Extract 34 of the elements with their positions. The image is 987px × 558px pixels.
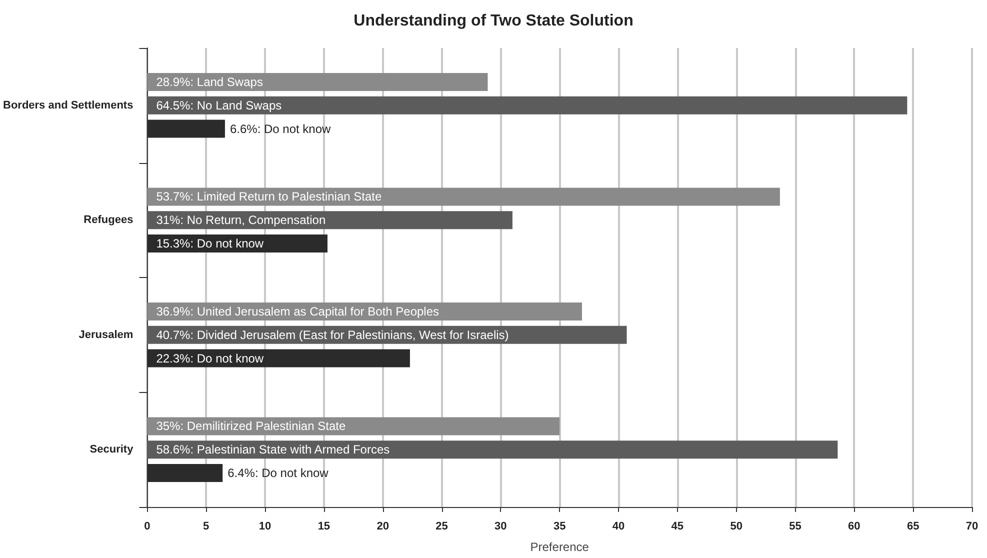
x-tick-label: 50 [730,520,742,532]
x-tick-label: 25 [436,520,448,532]
chart-title: Understanding of Two State Solution [354,12,634,30]
x-tick-label: 45 [671,520,684,532]
x-tick-label: 70 [966,520,978,532]
data-label: 36.9%: United Jerusalem as Capital for Both Peoples [156,304,440,318]
data-label: 6.6%: Do not know [230,122,332,136]
data-label: 15.3%: Do not know [156,236,264,251]
data-label: 31%: No Return, Compensation [156,213,326,228]
x-tick-label: 30 [494,520,507,532]
x-tick-label: 20 [376,520,389,532]
x-tick-label: 65 [906,520,920,532]
data-label: 28.9%: Land Swaps [156,74,263,89]
x-tick-label: 15 [318,520,330,532]
data-label: 35%: Demilitirized Palestinian State [156,419,346,434]
x-tick-label: 0 [144,520,150,532]
x-axis-title: Preference [530,540,590,554]
y-tick-label: Refugees [84,214,134,226]
data-label: 64.5%: No Land Swaps [156,98,282,112]
y-tick-label: Security [90,444,134,456]
data-label: 22.3%: Do not know [156,351,264,366]
x-tick-label: 5 [203,520,210,532]
data-label: 40.7%: Divided Jerusalem (East for Palestinians, West for Israelis) [156,328,509,342]
data-label: 58.6%: Palestinian State with Armed Forces [156,442,390,457]
bar [147,96,908,114]
x-tick-label: 10 [258,520,272,532]
data-label: 53.7%: Limited Return to Palestinian State [156,190,382,204]
data-label: 6.4%: Do not know [228,466,329,480]
x-tick-label: 35 [553,520,566,532]
x-tick-label: 60 [848,520,860,532]
x-tick-label: 55 [789,520,802,532]
y-tick-label: Borders and Settlements [3,99,134,112]
y-tick-label: Jerusalem [78,328,134,341]
x-tick-label: 40 [612,520,625,532]
